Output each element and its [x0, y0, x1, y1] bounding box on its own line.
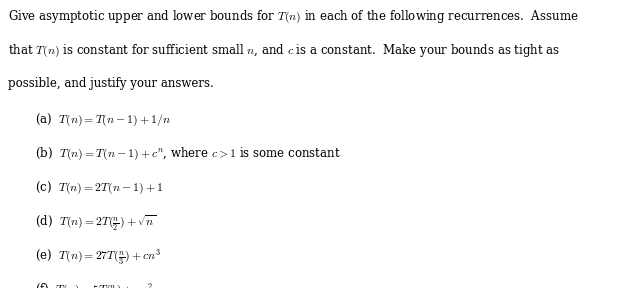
Text: (e)  $T(n) = 27T(\frac{n}{3}) + cn^3$: (e) $T(n) = 27T(\frac{n}{3}) + cn^3$: [35, 248, 161, 268]
Text: Give asymptotic upper and lower bounds for $T(n)$ in each of the following recur: Give asymptotic upper and lower bounds f…: [8, 9, 578, 25]
Text: (b)  $T(n) = T(n-1) + c^n$, where $c > 1$ is some constant: (b) $T(n) = T(n-1) + c^n$, where $c > 1$…: [35, 146, 340, 162]
Text: (f)  $T(n) = 5T(\frac{n}{4}) + cn^2$: (f) $T(n) = 5T(\frac{n}{4}) + cn^2$: [35, 282, 152, 288]
Text: that $T(n)$ is constant for sufficient small $n$, and $c$ is a constant.  Make y: that $T(n)$ is constant for sufficient s…: [8, 43, 560, 59]
Text: (a)  $T(n) = T(n-1) + 1/n$: (a) $T(n) = T(n-1) + 1/n$: [35, 112, 171, 128]
Text: (c)  $T(n) = 2T(n-1) + 1$: (c) $T(n) = 2T(n-1) + 1$: [35, 180, 163, 196]
Text: possible, and justify your answers.: possible, and justify your answers.: [8, 77, 213, 90]
Text: (d)  $T(n) = 2T(\frac{n}{2}) + \sqrt{n}$: (d) $T(n) = 2T(\frac{n}{2}) + \sqrt{n}$: [35, 214, 156, 233]
